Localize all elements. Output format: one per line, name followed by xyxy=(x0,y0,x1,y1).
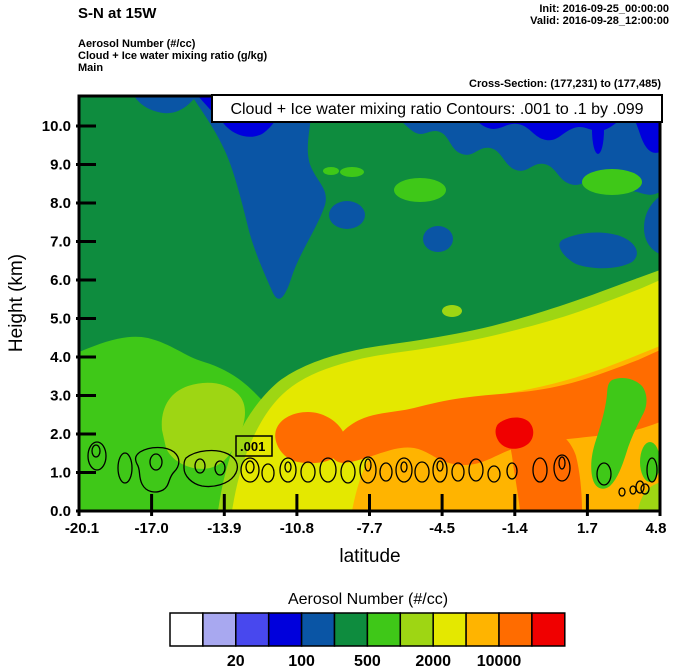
colorbar-cell-6 xyxy=(333,612,369,647)
y-tick-labels: 10.0 9.0 8.0 7.0 6.0 5.0 4.0 3.0 2.0 1.0… xyxy=(42,118,71,520)
contour-label: .001 xyxy=(240,439,265,454)
colorbar-cell-7 xyxy=(366,612,402,647)
colorbar-cell-5 xyxy=(300,612,336,647)
y-tick-9: 9.0 xyxy=(50,157,71,174)
field-name-contour: Cloud + Ice water mixing ratio (g/kg) xyxy=(78,50,268,62)
contour-field: .001 xyxy=(80,96,659,510)
colorbar-cell-8 xyxy=(399,612,434,647)
x-tick-8: 4.8 xyxy=(646,520,667,537)
colorbar-label-2000: 2000 xyxy=(415,653,451,668)
colorbar-cell-3 xyxy=(235,612,270,647)
y-tick-3: 3.0 xyxy=(50,388,71,405)
colorbar-label-20: 20 xyxy=(227,653,245,668)
page-title: S-N at 15W xyxy=(78,5,157,22)
valid-time: Valid: 2016-09-28_12:00:00 xyxy=(530,15,669,27)
x-tick-2: -13.9 xyxy=(207,520,241,537)
y-tick-1: 1.0 xyxy=(50,465,71,482)
y-tick-8: 8.0 xyxy=(50,195,71,212)
contour-title: Cloud + Ice water mixing ratio Contours:… xyxy=(230,101,643,118)
colorbar-label-10000: 10000 xyxy=(477,653,522,668)
y-tick-10: 10.0 xyxy=(42,118,71,135)
y-tick-4: 4.0 xyxy=(50,349,71,366)
field-orange-regions xyxy=(275,350,659,510)
field-right-green-intrusions xyxy=(591,378,659,510)
cloud-contour-loops xyxy=(87,441,658,497)
colorbar-cell-4 xyxy=(267,612,303,647)
x-tick-6: -1.4 xyxy=(502,520,529,537)
y-tick-5: 5.0 xyxy=(50,311,71,328)
colorbar xyxy=(169,612,566,647)
y-tick-7: 7.0 xyxy=(50,234,71,251)
init-time: Init: 2016-09-25_00:00:00 xyxy=(539,3,669,15)
x-tick-4: -7.7 xyxy=(357,520,383,537)
colorbar-cell-1 xyxy=(169,612,204,647)
colorbar-cell-9 xyxy=(432,612,467,647)
colorbar-labels: 20 100 500 2000 10000 xyxy=(227,653,521,668)
x-axis-label: latitude xyxy=(339,546,400,567)
contour-label-box xyxy=(235,435,273,457)
y-tick-2: 2.0 xyxy=(50,426,71,443)
contour-title-box xyxy=(211,94,663,123)
colorbar-label-500: 500 xyxy=(354,653,381,668)
x-tick-5: -4.5 xyxy=(429,520,455,537)
x-tick-3: -10.8 xyxy=(280,520,314,537)
colorbar-label-100: 100 xyxy=(288,653,315,668)
colorbar-title: Aerosol Number (#/cc) xyxy=(288,591,448,608)
colorbar-cell-11 xyxy=(498,612,533,647)
colorbar-cell-10 xyxy=(465,612,500,647)
cross-section-info: Cross-Section: (177,231) to (177,485) xyxy=(469,78,661,90)
x-tick-0: -20.1 xyxy=(65,520,99,537)
y-axis-label: Height (km) xyxy=(6,254,27,352)
x-tick-7: 1.7 xyxy=(577,520,598,537)
y-tick-0: 0.0 xyxy=(50,503,71,520)
y-tick-6: 6.0 xyxy=(50,272,71,289)
x-tick-1: -17.0 xyxy=(134,520,168,537)
field-name-fill: Aerosol Number (#/cc) xyxy=(78,38,196,50)
colorbar-cell-2 xyxy=(202,612,237,647)
field-red-maximum xyxy=(495,417,534,449)
colorbar-cell-12 xyxy=(531,612,566,647)
grid-name: Main xyxy=(78,62,103,74)
x-tick-labels: -20.1 -17.0 -13.9 -10.8 -7.7 -4.5 -1.4 1… xyxy=(65,520,667,537)
